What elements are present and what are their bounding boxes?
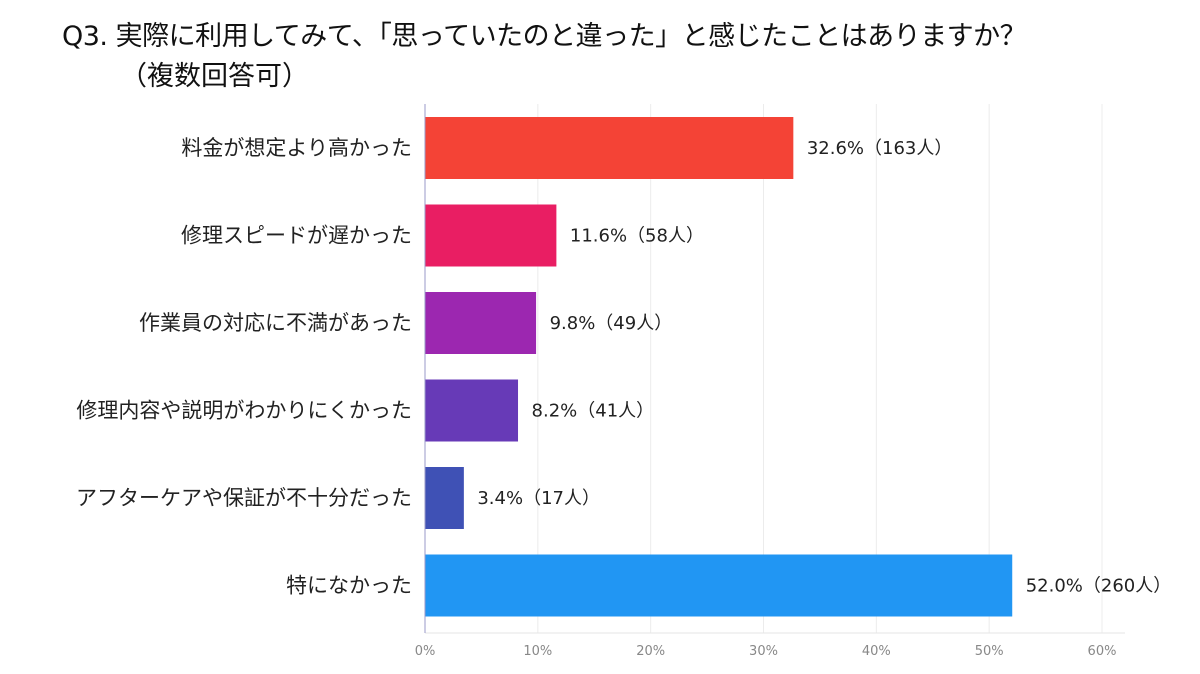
bar (425, 554, 1013, 617)
category-label: 料金が想定より高かった (181, 136, 412, 160)
bar (425, 379, 519, 442)
category-label: 特になかった (286, 574, 412, 598)
data-label: 11.6%（58人） (570, 226, 704, 247)
x-tick-label: 30% (749, 644, 778, 659)
data-label: 9.8%（49人） (550, 313, 673, 334)
category-label: 修理内容や説明がわかりにくかった (76, 399, 412, 423)
chart-subtitle: （複数回答可） (120, 61, 309, 92)
x-tick-label: 40% (862, 644, 891, 659)
data-label: 8.2%（41人） (532, 401, 655, 422)
x-tick-label: 60% (1088, 644, 1117, 659)
bar (425, 467, 464, 529)
bar (425, 292, 537, 354)
x-tick-label: 0% (415, 644, 436, 659)
category-label: 作業員の対応に不満があった (139, 311, 412, 335)
category-label: アフターケアや保証が不十分だった (76, 486, 412, 510)
bar (425, 117, 794, 179)
x-tick-label: 10% (523, 644, 552, 659)
bar (425, 204, 557, 267)
data-label: 32.6%（163人） (807, 138, 953, 159)
data-label: 3.4%（17人） (477, 488, 600, 509)
x-tick-label: 20% (636, 644, 665, 659)
chart-title: Q3. 実際に利用してみて、「思っていたのと違った」と感じたことはありますか？ (62, 21, 1027, 52)
x-tick-label: 50% (975, 644, 1004, 659)
data-label: 52.0%（260人） (1026, 576, 1172, 597)
category-label: 修理スピードが遅かった (181, 224, 412, 248)
